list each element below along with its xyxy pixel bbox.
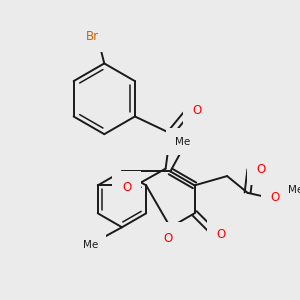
Text: Me: Me bbox=[288, 185, 300, 195]
Text: O: O bbox=[256, 163, 265, 176]
Text: Me: Me bbox=[83, 240, 98, 250]
Text: O: O bbox=[216, 228, 225, 241]
Text: Br: Br bbox=[85, 30, 99, 43]
Text: O: O bbox=[164, 232, 173, 245]
Text: Me: Me bbox=[175, 136, 190, 147]
Text: O: O bbox=[122, 181, 131, 194]
Text: O: O bbox=[270, 191, 279, 204]
Text: O: O bbox=[193, 104, 202, 117]
